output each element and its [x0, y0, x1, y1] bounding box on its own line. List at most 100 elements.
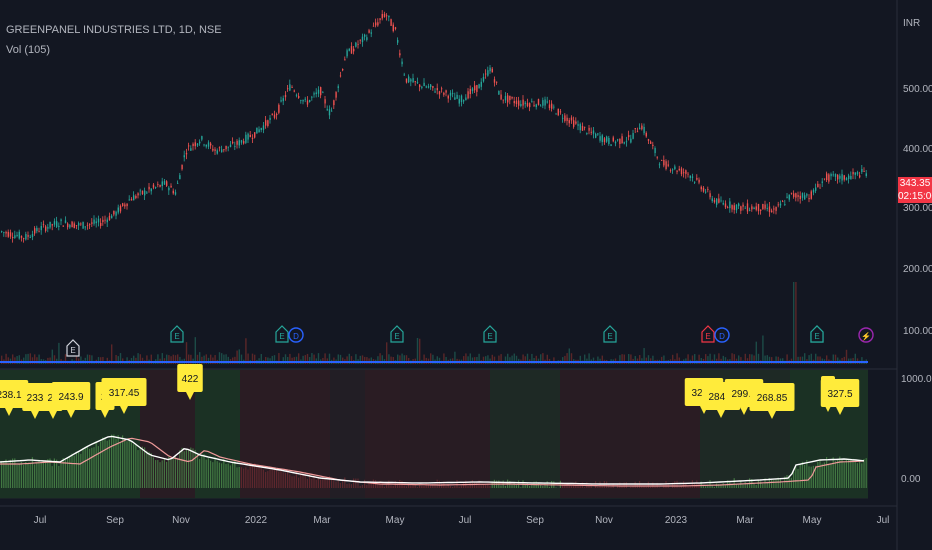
indicator-bar	[445, 486, 447, 488]
candle-body	[326, 109, 328, 111]
volume-bar	[423, 354, 425, 364]
candle-body	[687, 173, 689, 175]
indicator-bar	[14, 458, 16, 488]
volume-bar	[47, 357, 49, 364]
indicator-bar	[102, 437, 104, 488]
earnings-icon[interactable]: E	[275, 325, 289, 343]
earnings-icon[interactable]: E	[483, 325, 497, 343]
volume-bar	[150, 354, 152, 364]
volume-bar	[588, 353, 590, 364]
candle-body	[850, 175, 852, 180]
indicator-bar	[69, 456, 71, 488]
indicator-bar	[487, 483, 489, 488]
volume-bar	[852, 357, 854, 364]
candle-body	[383, 13, 386, 17]
volume-bar	[51, 349, 53, 364]
indicator-bar	[232, 461, 234, 488]
candle-body	[295, 94, 298, 96]
indicator-bar	[689, 485, 691, 488]
indicator-bar	[251, 465, 253, 488]
symbol-title[interactable]: GREENPANEL INDUSTRIES LTD, 1D, NSE	[6, 24, 222, 36]
earnings-icon[interactable]: E	[390, 325, 404, 343]
earnings-icon[interactable]: E	[810, 325, 824, 343]
indicator-bar	[18, 463, 20, 488]
volume-legend[interactable]: Vol (105)	[6, 44, 51, 56]
volume-bar	[463, 356, 465, 364]
candle-body	[705, 191, 707, 193]
candle-body	[808, 198, 810, 200]
candle-body	[23, 238, 25, 239]
badge-label: 317.45	[109, 388, 140, 399]
volume-bar	[359, 355, 361, 364]
volume-bar	[764, 355, 766, 364]
candle-body	[427, 86, 430, 88]
earnings-icon[interactable]: E	[66, 339, 80, 357]
volume-bar	[522, 354, 524, 364]
candle-body	[478, 84, 480, 89]
indicator-bar	[247, 469, 249, 488]
candle-body	[276, 113, 278, 116]
candle-body	[863, 171, 865, 173]
indicator-bar	[273, 467, 275, 488]
volume-bar	[630, 354, 632, 364]
candle-body	[124, 204, 126, 207]
indicator-bar	[625, 482, 627, 488]
earnings-icon[interactable]: E	[603, 325, 617, 343]
lightning-icon[interactable]: ⚡	[858, 327, 874, 343]
indicator-bar	[812, 465, 814, 488]
volume-bar	[207, 357, 210, 364]
indicator-bar	[75, 451, 77, 488]
candle-body	[40, 226, 42, 231]
badge-label: 284.4	[708, 392, 733, 403]
candle-body	[641, 125, 643, 130]
candle-body	[834, 173, 837, 177]
candle-body	[812, 189, 815, 193]
volume-bar	[504, 356, 507, 364]
indicator-bar	[284, 472, 286, 488]
candle-body	[779, 203, 782, 206]
indicator-bar	[331, 477, 333, 488]
candle-body	[795, 193, 797, 198]
candle-body	[240, 140, 243, 143]
volume-bar	[762, 335, 764, 364]
dividend-icon[interactable]: D	[288, 327, 304, 343]
indicator-bar	[161, 460, 163, 488]
earnings-icon[interactable]: E	[170, 325, 184, 343]
indicator-bar	[97, 446, 99, 488]
candle-body	[546, 101, 548, 103]
volume-bar	[333, 357, 335, 364]
indicator-bar	[674, 481, 676, 488]
currency-label[interactable]: INR	[903, 18, 921, 29]
candle-body	[315, 92, 317, 94]
indicator-bar	[504, 485, 506, 488]
indicator-bar	[313, 474, 315, 488]
candle-body	[603, 138, 606, 143]
candle-body	[135, 195, 137, 199]
candle-body	[223, 149, 225, 151]
candle-body	[610, 144, 612, 146]
indicator-bar	[240, 467, 242, 488]
indicator-bar	[779, 479, 781, 488]
volume-bar	[381, 355, 383, 364]
indicator-bar	[5, 459, 7, 488]
earnings-icon[interactable]: E	[701, 325, 715, 343]
indicator-bar	[7, 464, 9, 488]
indicator-bar	[469, 482, 471, 488]
candle-body	[742, 204, 744, 207]
candle-body	[304, 98, 306, 100]
indicator-bar	[256, 466, 258, 488]
candle-body	[238, 140, 240, 146]
candle-body	[643, 126, 645, 134]
dividend-icon[interactable]: D	[714, 327, 730, 343]
candle-body	[221, 149, 223, 153]
volume-bar	[254, 354, 256, 364]
candle-body	[412, 78, 414, 83]
badge-label: 238.1	[0, 390, 22, 401]
candle-body	[647, 139, 650, 141]
event-markers[interactable]: EEEDEEEEEDE⚡	[66, 325, 874, 357]
candle-body	[480, 81, 482, 87]
candle-body	[672, 169, 674, 171]
volume-bar	[755, 341, 757, 364]
indicator-bar	[27, 462, 29, 488]
